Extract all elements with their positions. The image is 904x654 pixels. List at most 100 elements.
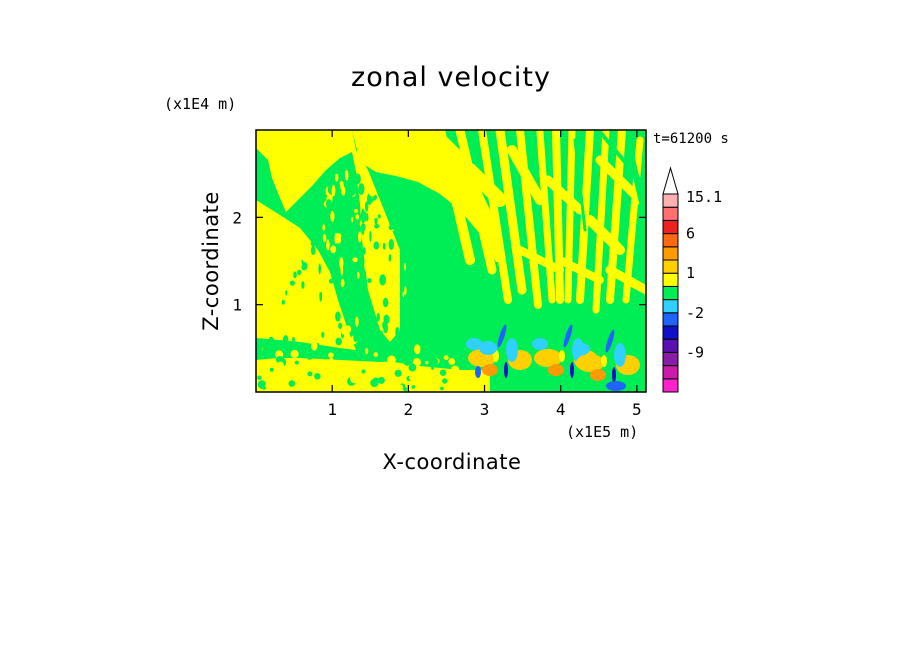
field-speckle — [373, 241, 380, 250]
field-speckle — [393, 261, 399, 269]
field-speckle — [268, 336, 275, 349]
field-speckle — [371, 348, 375, 358]
field-speckle — [316, 377, 324, 385]
field-streak — [605, 265, 646, 295]
field-speckle — [282, 335, 289, 345]
field-streak — [507, 145, 545, 205]
field-speckle — [369, 230, 372, 242]
field-speckle — [430, 366, 435, 370]
field-speckle — [305, 307, 310, 317]
field-speckle — [340, 233, 347, 245]
field-speckle — [353, 293, 357, 300]
field-patch — [534, 349, 562, 367]
field-speckle — [395, 326, 400, 338]
field-speckle — [311, 341, 318, 351]
field-speckle — [320, 195, 327, 200]
colorbar-segment — [662, 193, 679, 208]
field-speckle — [351, 369, 355, 374]
field-speckle — [331, 186, 334, 197]
field-speckle — [326, 239, 330, 251]
field-speckle — [383, 314, 390, 325]
field-patch — [479, 341, 497, 355]
field-speckle — [263, 374, 268, 379]
field-speckle — [372, 377, 380, 385]
x-tick-label: 4 — [556, 400, 566, 419]
field-patch — [563, 324, 573, 348]
field-speckle — [293, 271, 297, 279]
colorbar-segment — [662, 312, 679, 327]
x-tick-label: 3 — [480, 400, 490, 419]
field-speckle — [410, 379, 415, 384]
x-tick-label: 2 — [404, 400, 414, 419]
field-speckle — [318, 263, 322, 275]
field-speckle — [448, 358, 456, 365]
colorbar-segment — [662, 338, 679, 353]
field-speckle — [439, 369, 447, 376]
axis-ticks: 1 2 3 4 5 1 2 — [232, 130, 646, 419]
colorbar-segment — [662, 299, 679, 314]
field-speckle — [353, 176, 358, 185]
field-speckle — [353, 332, 358, 343]
field-speckle — [372, 328, 379, 340]
field-speckle — [377, 214, 381, 219]
field-speckle — [350, 304, 355, 314]
field-speckle — [306, 286, 314, 293]
field-speckle — [443, 355, 449, 361]
field-speckle — [339, 257, 344, 269]
chart-title: zonal velocity — [351, 62, 551, 93]
colorbar-segment — [662, 351, 679, 367]
field-speckle — [354, 208, 358, 214]
field-speckle — [362, 247, 366, 255]
field-speckle — [327, 186, 331, 194]
field-speckle — [297, 259, 302, 269]
field-speckle — [365, 348, 369, 355]
field-patch — [612, 367, 616, 383]
field-streak — [435, 130, 475, 265]
field-speckle — [326, 199, 332, 209]
field-patch — [548, 364, 564, 376]
field-speckle — [328, 352, 334, 359]
colorbar-label: -2 — [686, 304, 704, 322]
field-streak — [556, 256, 604, 284]
field-streak — [585, 215, 625, 255]
field-speckle — [352, 257, 358, 263]
field-speckle — [276, 361, 284, 369]
field-patch — [576, 354, 604, 372]
field-speckle — [364, 201, 369, 212]
y-tick-label: 2 — [232, 208, 242, 227]
field-speckle — [377, 376, 385, 384]
field-speckle — [374, 223, 380, 229]
field-speckle — [404, 262, 407, 271]
field-speckle — [361, 208, 365, 215]
field-speckle — [328, 226, 333, 235]
field-speckle — [350, 362, 358, 370]
field-speckle — [335, 330, 338, 336]
field-speckle — [360, 223, 366, 232]
field-speckle — [367, 242, 373, 249]
x-tick-label: 5 — [632, 400, 642, 419]
field-patch — [601, 355, 607, 367]
field-speckle — [397, 251, 401, 259]
field-speckle — [430, 375, 438, 383]
field-speckle — [387, 355, 396, 365]
field-speckle — [257, 380, 267, 389]
field-speckle — [417, 312, 421, 321]
field-streak — [495, 130, 527, 295]
field-speckle — [338, 322, 343, 329]
field-speckle — [357, 231, 362, 243]
field-streak — [516, 246, 564, 274]
field-speckle — [368, 308, 372, 315]
field-speckle — [355, 316, 359, 327]
field-speckle — [380, 330, 383, 338]
field-speckle — [403, 323, 410, 334]
y-tick-label: 1 — [232, 296, 242, 315]
field-speckle — [301, 281, 305, 289]
field-speckle — [385, 195, 388, 207]
colorbar-segment — [662, 206, 679, 221]
field-speckle — [388, 239, 394, 250]
field-speckle — [319, 290, 323, 302]
field-speckle — [411, 385, 416, 389]
field-speckle — [412, 358, 421, 367]
plot-area — [256, 130, 646, 392]
